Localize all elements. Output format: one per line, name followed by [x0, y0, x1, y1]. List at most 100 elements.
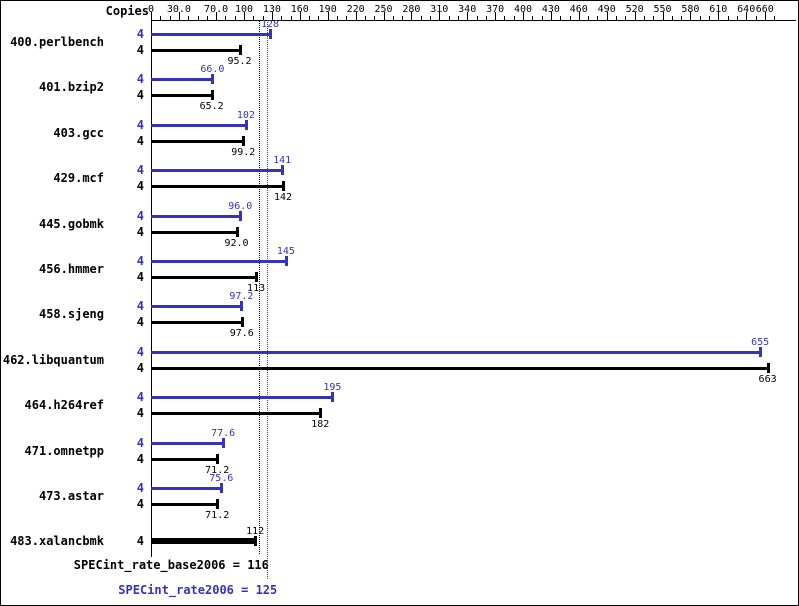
x-axis-minor-tick — [476, 16, 478, 20]
benchmark-label: 400.perlbench — [10, 35, 104, 49]
peak-bar — [151, 169, 283, 173]
bar-value-label: 113 — [247, 283, 266, 294]
bar-value-label: 655 — [751, 336, 770, 348]
bar-end-cap — [211, 74, 215, 85]
x-axis-tick-label: 70.0 — [204, 4, 229, 15]
copies-value: 4 — [136, 254, 144, 268]
bar-end-cap — [235, 226, 239, 237]
x-axis-major-tick — [299, 12, 301, 20]
bar-value-label: 102 — [236, 109, 255, 121]
benchmark-label: 483.xalancbmk — [10, 534, 104, 549]
bar-value-label: 145 — [276, 246, 295, 257]
bar-value-label: 65.2 — [199, 101, 224, 113]
x-axis-minor-tick — [309, 16, 311, 20]
peak-bar — [151, 350, 761, 354]
y-axis-line — [151, 20, 152, 557]
x-axis-minor-tick — [160, 16, 162, 20]
x-axis-minor-tick — [699, 16, 701, 20]
x-axis-tick-label: 400 — [513, 4, 533, 15]
x-axis-tick-label: 660 — [755, 4, 774, 15]
benchmark-label: 456.hmmer — [38, 262, 104, 276]
x-axis-major-tick — [764, 12, 766, 20]
x-axis-major-tick — [327, 12, 329, 20]
peak-bar — [151, 33, 271, 36]
bar-value-label: 99.2 — [231, 146, 256, 158]
bar-end-cap — [220, 483, 224, 493]
bar-end-cap — [282, 181, 286, 192]
x-axis-minor-tick — [513, 16, 515, 20]
x-axis-major-tick — [383, 12, 385, 20]
x-axis-minor-tick — [485, 16, 487, 20]
x-axis-minor-tick — [420, 16, 422, 20]
x-axis-line — [151, 20, 796, 21]
peak-bar — [151, 441, 224, 445]
bar-end-cap — [319, 408, 323, 419]
copies-value: 4 — [136, 72, 144, 87]
bar-end-cap — [240, 317, 244, 328]
x-axis-major-tick — [244, 12, 245, 20]
x-axis-tick-label: 430 — [541, 4, 560, 15]
x-axis-minor-tick — [560, 16, 562, 20]
copies-value: 4 — [136, 481, 144, 495]
x-axis-tick-label: 130 — [262, 4, 281, 15]
bar-value-label: 142 — [274, 192, 293, 204]
x-axis-tick-label: 340 — [458, 4, 477, 15]
bar-value-label: 66.0 — [200, 64, 225, 76]
x-axis-minor-tick — [727, 16, 729, 20]
x-axis-minor-tick — [616, 16, 617, 20]
bar-value-label: 96.0 — [228, 200, 253, 212]
x-axis-minor-tick — [225, 16, 227, 20]
bar-end-cap — [216, 453, 220, 464]
x-axis-major-tick — [178, 12, 180, 20]
copies-value: 4 — [136, 435, 144, 450]
x-axis-minor-tick — [532, 16, 534, 20]
bar-value-label: 182 — [311, 419, 330, 431]
x-axis-tick-label: 190 — [318, 4, 337, 15]
x-axis-minor-tick — [290, 16, 292, 20]
base-bar — [151, 185, 284, 189]
x-axis-major-tick — [439, 12, 441, 20]
x-axis-minor-tick — [709, 16, 710, 20]
x-axis-minor-tick — [774, 16, 776, 20]
bar-end-cap — [766, 362, 770, 373]
x-axis-minor-tick — [448, 16, 450, 20]
x-axis-minor-tick — [253, 16, 255, 20]
x-axis-major-tick — [355, 12, 357, 20]
base-bar — [151, 503, 218, 506]
bar-value-label: 71.2 — [205, 464, 230, 476]
x-axis-minor-tick — [392, 16, 394, 20]
copies-value: 4 — [136, 344, 144, 359]
bar-end-cap — [216, 499, 220, 509]
peak-bar — [151, 123, 246, 127]
x-axis-major-tick — [550, 12, 552, 20]
peak-bar — [151, 78, 213, 82]
bar-value-label: 663 — [758, 373, 777, 385]
x-axis-minor-tick — [346, 16, 348, 20]
bar-end-cap — [759, 346, 763, 357]
base-bar — [151, 457, 218, 461]
base-bar — [151, 412, 321, 416]
x-axis-tick-label: 30.0 — [166, 4, 191, 15]
benchmark-label: 401.bzip2 — [38, 80, 104, 95]
copies-value: 4 — [136, 133, 144, 148]
base-bar — [151, 230, 237, 234]
copies-value: 4 — [136, 163, 144, 178]
bar-value-label: 75.6 — [209, 473, 234, 484]
x-axis-minor-tick — [262, 16, 264, 20]
bar-end-cap — [284, 256, 288, 266]
copies-value: 4 — [136, 299, 144, 314]
x-axis-major-tick — [216, 12, 218, 20]
base-bar — [151, 94, 212, 98]
x-axis-minor-tick — [430, 16, 431, 20]
copies-value: 4 — [136, 224, 144, 239]
copies-value: 4 — [136, 117, 144, 132]
bar-value-label: 112 — [246, 526, 265, 538]
x-axis-major-tick — [634, 12, 636, 20]
base-bar — [151, 276, 257, 279]
x-axis-major-tick — [718, 12, 720, 20]
x-axis-major-tick — [662, 12, 664, 20]
bar-end-cap — [239, 210, 243, 221]
x-axis-minor-tick — [234, 16, 236, 20]
benchmark-label: 473.astar — [38, 489, 104, 503]
